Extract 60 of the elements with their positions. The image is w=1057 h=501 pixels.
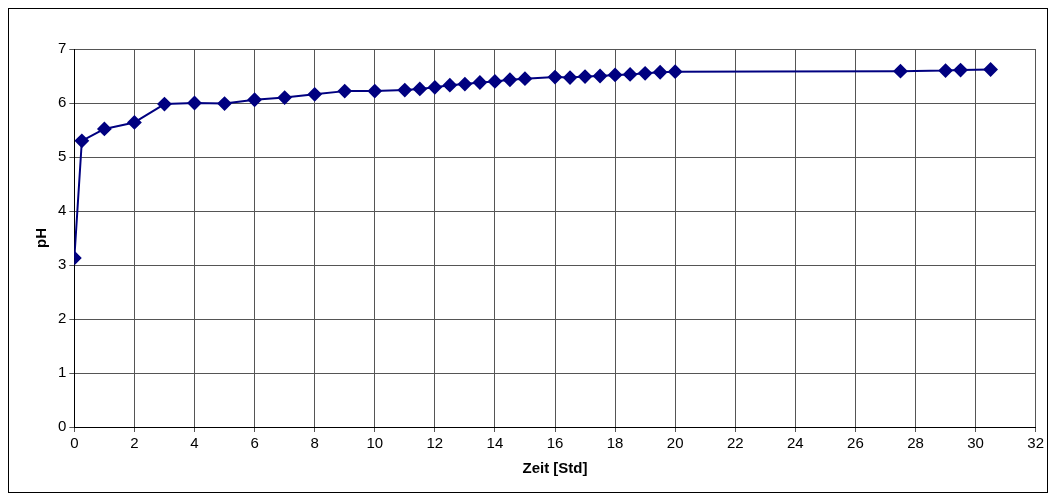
x-tick-label: 22 [726,434,744,452]
y-tick-label: 1 [58,363,67,381]
point [487,74,502,89]
x-tick-label: 2 [130,434,139,452]
point [247,92,262,107]
x-tick-label: 12 [426,434,444,452]
point [367,84,382,99]
point [307,87,322,102]
x-tick-label: 18 [606,434,624,452]
x-tick-label: 16 [546,434,564,452]
point [502,72,517,87]
point [442,78,457,93]
x-tick-label: 14 [486,434,504,452]
y-tick-label: 7 [58,39,67,57]
x-tick-label: 32 [1027,434,1044,452]
point [427,80,442,95]
y-tick-label: 4 [58,201,67,219]
point [548,70,562,85]
point [563,70,578,85]
point [653,65,668,80]
point [412,81,427,96]
point [127,115,142,130]
x-tick-label: 20 [666,434,684,452]
point [893,64,908,79]
point [638,66,653,81]
y-axis-title: pH [32,228,50,248]
point [578,69,593,84]
point [983,62,998,77]
x-tick-label: 30 [967,434,984,452]
x-axis-title: Zeit [Std] [522,459,588,477]
point [457,77,472,92]
x-tick-label: 8 [310,434,319,452]
y-tick-label: 5 [58,147,67,165]
y-tick-label: 0 [58,417,67,435]
point [217,96,232,111]
y-tick-label: 6 [58,93,67,111]
point [74,133,89,148]
point [337,84,352,99]
x-tick-label: 10 [366,434,384,452]
y-tick-label: 3 [58,255,67,273]
x-tick-label: 24 [786,434,804,452]
point [187,96,202,110]
point [668,64,683,79]
y-tick-label: 2 [58,309,67,327]
point [472,75,487,90]
point [517,71,532,86]
point [397,83,412,98]
point [593,69,608,83]
point [608,67,623,82]
x-tick-label: 4 [190,434,199,452]
point [953,63,968,78]
point [97,121,112,136]
x-tick-label: 6 [250,434,259,452]
point [157,97,172,112]
point [623,67,638,82]
point [938,63,953,78]
x-tick-label: 0 [70,434,79,452]
x-tick-label: 28 [907,434,924,452]
point [277,90,292,105]
x-tick-label: 26 [847,434,864,452]
